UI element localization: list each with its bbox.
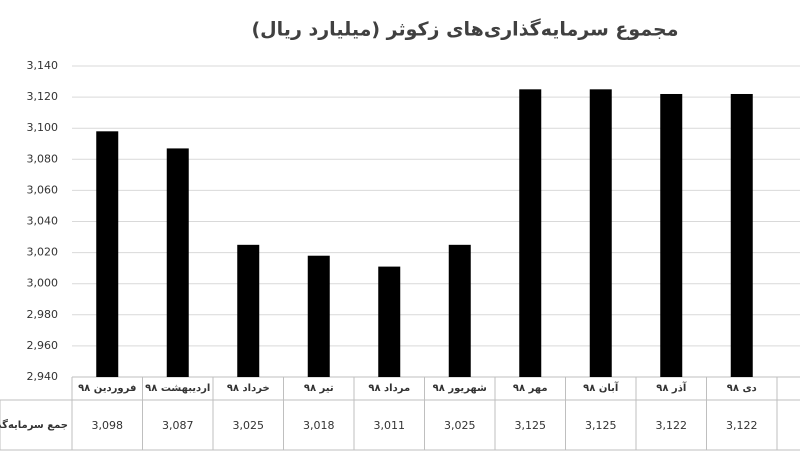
y-tick-label: 3,100 [27,121,59,134]
legend-label: جمع سرمایه‌گذاری (میلیارد ریال) [0,418,68,431]
y-tick-label: 2,960 [27,339,59,352]
x-tick-label: مهر ۹۸ [513,383,548,394]
bar [378,266,401,377]
x-tick-label: مرداد ۹۸ [368,383,410,394]
data-label: 3,025 [233,419,265,432]
y-tick-label: 3,060 [27,183,59,196]
data-label: 3,087 [162,419,194,432]
y-tick-label: 2,980 [27,308,59,321]
y-tick-label: 3,080 [27,152,59,165]
bar [660,93,683,378]
x-tick-label: آذر ۹۸ [656,381,687,394]
chart-title: مجموع سرمایه‌گذاری‌های زکوثر (میلیارد ری… [252,18,679,41]
y-tick-label: 3,140 [27,59,59,72]
x-tick-label: فروردین ۹۸ [78,383,136,394]
bar [519,89,542,377]
x-tick-label: دی ۹۸ [727,383,757,394]
y-tick-label: 3,120 [27,90,59,103]
bar [589,89,612,377]
x-tick-label: شهریور ۹۸ [433,383,487,394]
y-tick-label: 3,040 [27,215,59,228]
bar [730,93,753,378]
bar [166,148,189,377]
bar [448,244,471,377]
y-tick-label: 3,000 [27,277,59,290]
data-label: 3,125 [585,419,617,432]
data-label: 3,125 [515,419,547,432]
data-label: 3,122 [726,419,758,432]
bar [307,255,330,377]
y-tick-label: 2,940 [27,370,59,383]
x-tick-label: اردیبهشت ۹۸ [145,383,210,394]
x-tick-label: آبان ۹۸ [583,381,619,394]
bar [96,131,119,377]
y-tick-label: 3,020 [27,246,59,259]
data-label: 3,025 [444,419,476,432]
bar [237,244,260,377]
x-tick-label: خرداد ۹۸ [227,383,270,394]
data-label: 3,122 [656,419,688,432]
data-label: 3,018 [303,419,335,432]
x-tick-label: تیر ۹۸ [304,383,334,394]
data-label: 3,098 [92,419,124,432]
data-label: 3,011 [374,419,406,432]
